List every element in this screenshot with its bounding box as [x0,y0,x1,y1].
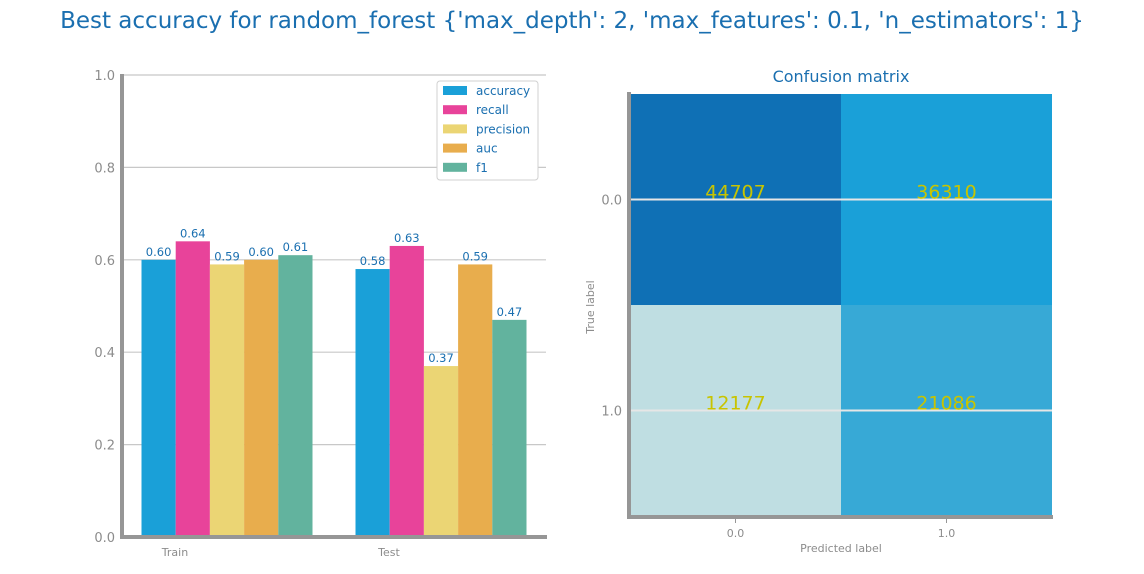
matrix-cell-value: 36310 [916,182,976,204]
y-axis-label: True label [584,280,597,334]
bar-chart: 0.0 0.2 0.4 0.6 0.8 1.0 0.60 0.58 0.64 0.63 0.59 0.… [94,69,547,559]
bar-f1 [278,255,313,537]
bar-auc [244,259,279,537]
confusion-matrix-title: Confusion matrix [773,67,910,86]
bar-accuracy [355,269,390,537]
bar-accuracy [141,259,176,537]
bar-recall [389,245,424,537]
matrix-cell-value: 12177 [705,393,765,415]
bar-value-label: 0.58 [360,254,386,268]
bar-value-label: 0.60 [248,245,274,259]
y-tick-label: 0.2 [94,439,115,454]
bar-value-label: 0.61 [283,240,309,254]
x-tick-label: Train [161,546,188,559]
bar-value-label: 0.59 [214,249,240,263]
x-tick-label: 1.0 [938,527,956,540]
bar-precision [423,366,459,537]
bar-value-label: 0.60 [146,245,172,259]
y-tick-label: 0.0 [94,531,115,546]
x-axis-label: Predicted label [800,542,882,555]
legend-label: auc [476,142,498,156]
bar-value-label: 0.63 [394,231,420,245]
confusion-matrix-chart: Confusion matrix 44707 36310 12177 21086 0.0 1… [584,67,1053,555]
bar-recall [175,241,210,537]
legend-label: f1 [476,161,488,175]
bar-f1 [492,319,527,537]
legend-label: recall [476,103,509,117]
y-tick-label: 0.8 [94,161,115,176]
bar-precision [209,264,245,537]
legend: accuracy recall precision auc f1 [436,80,539,181]
legend-swatch-auc [443,143,467,153]
bar-value-label: 0.64 [180,226,206,240]
x-tick-label: 0.0 [727,527,745,540]
y-tick-label: 1.0 [94,69,115,84]
matrix-cell-value: 44707 [705,182,765,204]
bar-value-label: 0.59 [462,249,488,263]
bar-auc [458,264,493,537]
legend-label: accuracy [476,84,530,98]
y-tick-label: 1.0 [601,405,622,420]
y-tick-label: 0.6 [94,254,115,269]
legend-label: precision [476,122,530,136]
legend-swatch-recall [443,105,467,115]
matrix-cell-value: 21086 [916,393,976,415]
bar-value-label: 0.37 [428,351,454,365]
legend-swatch-precision [443,124,467,134]
legend-swatch-accuracy [443,86,467,95]
x-tick-label: Test [377,546,400,559]
legend-swatch-f1 [443,162,467,172]
y-tick-label: 0.4 [94,346,115,361]
bar-value-label: 0.47 [497,305,523,319]
y-tick-label: 0.0 [601,194,622,209]
figure-title: Best accuracy for random_forest {'max_de… [60,8,1084,34]
